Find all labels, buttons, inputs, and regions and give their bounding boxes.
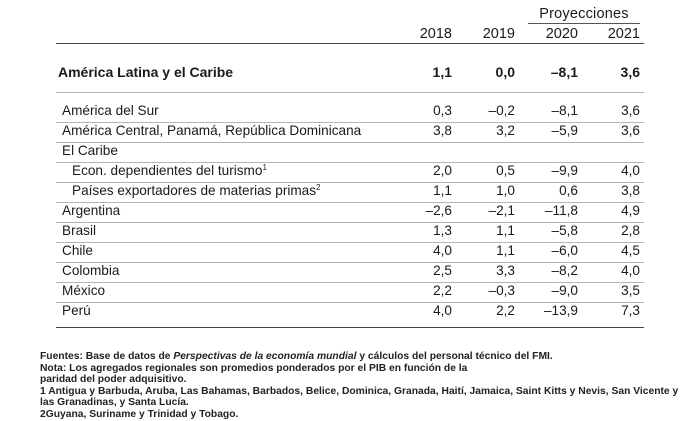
value-2019: –2,1: [488, 203, 515, 218]
value-2021: 3,6: [621, 103, 640, 118]
value-2018: 0,3: [433, 103, 452, 118]
row-label: El Caribe: [62, 143, 118, 158]
value-2020: 0,6: [559, 183, 578, 198]
row-label: América Central, Panamá, República Domin…: [62, 123, 362, 138]
value-2020: –5,9: [551, 123, 578, 138]
row-divider: [56, 242, 644, 243]
value-2020: –8,1: [551, 103, 578, 118]
value-2019: 1,0: [496, 183, 515, 198]
value-2018: 3,8: [433, 123, 452, 138]
value-2021: 4,0: [621, 263, 640, 278]
footnote-marker: 2: [316, 183, 321, 192]
row-label: Chile: [62, 243, 93, 258]
value-2018: 2,5: [433, 263, 452, 278]
row-label: Perú: [62, 303, 91, 318]
row-divider: [56, 202, 644, 203]
value-2020: –9,0: [551, 283, 578, 298]
row-label: Brasil: [62, 223, 96, 238]
row-label: Argentina: [62, 203, 121, 218]
row-divider: [56, 122, 644, 123]
row-divider: [56, 162, 644, 163]
value-2019: 1,1: [496, 223, 515, 238]
value-2020: –13,9: [543, 303, 578, 318]
table-row: Argentina –2,6 –2,1 –11,8 4,9: [0, 203, 700, 223]
value-2020: –8,2: [551, 263, 578, 278]
value-2018: 1,1: [432, 64, 452, 80]
row-divider: [56, 142, 644, 143]
row-divider: [56, 302, 644, 303]
value-2019: 2,2: [496, 303, 515, 318]
value-2021: 4,9: [621, 203, 640, 218]
value-2020: –8,1: [550, 64, 578, 80]
table-notes: Fuentes: Base de datos de Perspectivas d…: [40, 351, 680, 421]
value-2020: –6,0: [551, 243, 578, 258]
table-row: Chile 4,0 1,1 –6,0 4,5: [0, 243, 700, 263]
row-label: América del Sur: [62, 103, 159, 118]
table-row: América del Sur 0,3 –0,2 –8,1 3,6: [0, 103, 700, 123]
footnote-marker: 1: [262, 163, 267, 172]
value-2020: –11,8: [544, 203, 578, 218]
value-2018: 1,3: [433, 223, 452, 238]
table-row: El Caribe: [0, 143, 700, 163]
value-2018: 1,1: [433, 183, 452, 198]
row-label: Países exportadores de materias primas2: [72, 183, 321, 198]
table-row: Brasil 1,3 1,1 –5,8 2,8: [0, 223, 700, 243]
value-2021: 3,8: [621, 183, 640, 198]
row-divider: [56, 262, 644, 263]
value-2018: 4,0: [433, 303, 452, 318]
value-2019: –0,2: [488, 103, 515, 118]
value-2019: 1,1: [496, 243, 515, 258]
year-2021: 2021: [607, 26, 640, 42]
table-row: México 2,2 –0,3 –9,0 3,5: [0, 283, 700, 303]
year-2018: 2018: [419, 26, 452, 42]
value-2020: –9,9: [551, 163, 578, 178]
projections-label: Proyecciones: [539, 6, 629, 22]
header-rule: [56, 43, 644, 44]
value-2021: 2,8: [621, 223, 640, 238]
table-row: Países exportadores de materias primas2 1…: [0, 183, 700, 203]
value-2018: 2,0: [433, 163, 452, 178]
table-row: Perú 4,0 2,2 –13,9 7,3: [0, 303, 700, 323]
value-2020: –5,8: [551, 223, 578, 238]
table-row: Econ. dependientes del turismo1 2,0 0,5 –9,…: [0, 163, 700, 183]
year-2019: 2019: [482, 26, 515, 42]
table-row: América Central, Panamá, República Domin…: [0, 123, 700, 143]
row-divider: [56, 222, 644, 223]
ppp-note: Nota: Los agregados regionales son prome…: [40, 362, 468, 386]
year-header: 2018 2019 2020 2021: [0, 26, 700, 44]
year-2020: 2020: [545, 26, 578, 42]
sources-note: Fuentes: Base de datos de Perspectivas d…: [40, 351, 553, 362]
row-divider: [56, 282, 644, 283]
value-2018: 4,0: [433, 243, 452, 258]
row-label: Econ. dependientes del turismo1: [72, 163, 267, 178]
value-2021: 3,5: [621, 283, 640, 298]
value-2021: 3,6: [621, 123, 640, 138]
row-divider: [56, 92, 644, 93]
value-2019: 0,0: [495, 64, 515, 80]
value-2019: 3,3: [496, 263, 515, 278]
value-2019: 0,5: [496, 163, 515, 178]
table-bottom-rule: [56, 327, 644, 328]
row-label: México: [62, 283, 106, 298]
value-2021: 4,5: [621, 243, 640, 258]
footnote-2: 2Guyana, Suriname y Trinidad y Tobago.: [40, 408, 239, 420]
table-row: América Latina y el Caribe 1,1 0,0 –8,1 3,6: [0, 64, 700, 84]
value-2018: –2,6: [425, 203, 452, 218]
value-2021: 3,6: [620, 64, 640, 80]
value-2018: 2,2: [433, 283, 452, 298]
value-2019: 3,2: [496, 123, 515, 138]
footnote-1: 1 Antigua y Barbuda, Aruba, Las Bahamas,…: [40, 385, 679, 409]
row-divider: [56, 182, 644, 183]
value-2019: –0,3: [488, 283, 515, 298]
row-label: América Latina y el Caribe: [58, 64, 234, 80]
value-2021: 7,3: [621, 303, 640, 318]
value-2021: 4,0: [621, 163, 640, 178]
projections-underline: [528, 23, 640, 24]
row-label: Colombia: [62, 263, 120, 278]
table-row: Colombia 2,5 3,3 –8,2 4,0: [0, 263, 700, 283]
